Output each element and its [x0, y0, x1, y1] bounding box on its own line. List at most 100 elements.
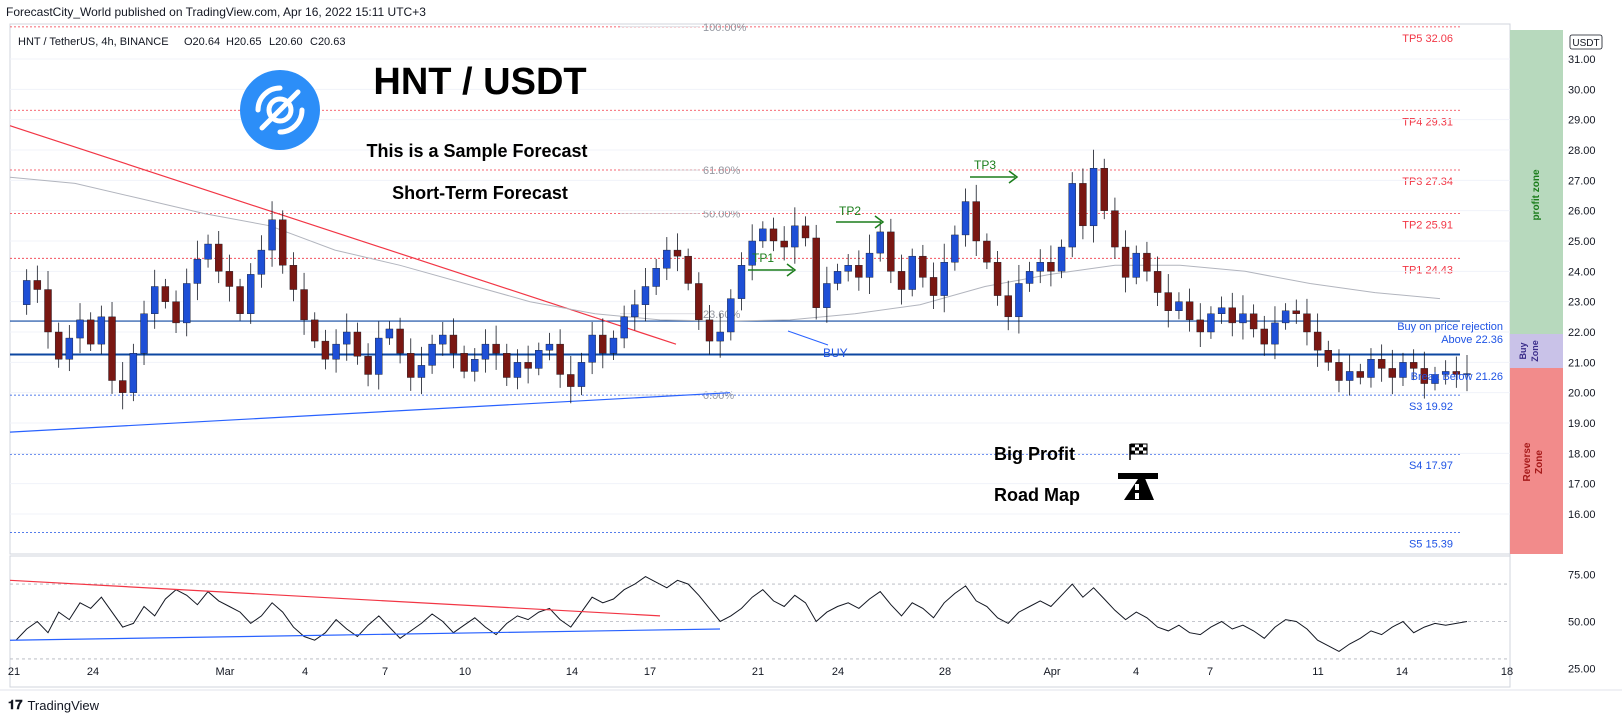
x-tick-label: 11 — [1312, 666, 1323, 678]
candle-up — [1207, 313, 1215, 333]
candle-down — [300, 289, 308, 321]
main-pane[interactable] — [9, 23, 1511, 555]
x-tick-label: 21 — [8, 666, 20, 678]
candle-down — [460, 353, 468, 372]
y-tick-label: 17.00 — [1568, 479, 1596, 491]
candle-up — [1057, 246, 1066, 272]
candle-down — [887, 231, 895, 272]
tp3-label: TP3 — [974, 158, 996, 172]
candle-down — [705, 319, 714, 342]
ohlc-close: C20.63 — [310, 36, 345, 48]
candle-up — [268, 219, 276, 251]
helium-logo-arc-2 — [277, 107, 305, 135]
candle-down — [54, 331, 63, 360]
x-tick-label: 4 — [1133, 666, 1139, 678]
road-map-label: Road Map — [994, 485, 1080, 505]
y-tick-label: 24.00 — [1568, 266, 1596, 278]
fib-label: 50.00% — [703, 208, 741, 220]
candle-down — [1303, 313, 1311, 333]
candle-down — [1164, 292, 1172, 311]
candle-up — [193, 259, 202, 284]
candle-down — [1452, 371, 1461, 375]
candle-down — [780, 240, 788, 248]
x-tick-label: 14 — [1396, 666, 1408, 678]
candle-down — [1356, 371, 1365, 378]
x-tick-label: 4 — [302, 666, 308, 678]
tradingview-logo-icon: 𝟏𝟕 — [8, 698, 23, 713]
y-tick-label: 23.00 — [1568, 297, 1596, 309]
candle-up — [940, 262, 948, 296]
candle-up — [481, 343, 490, 360]
candle-down — [289, 265, 298, 290]
currency-badge[interactable] — [1569, 34, 1603, 50]
x-tick-label: 7 — [382, 666, 388, 678]
candle-down — [567, 374, 575, 387]
candle-up — [1036, 262, 1044, 272]
road-dash — [1135, 493, 1139, 499]
rsi-support-trendline — [9, 628, 721, 641]
candle-up — [332, 343, 340, 360]
level-label: TP5 32.06 — [1402, 33, 1453, 45]
candle-up — [1345, 371, 1354, 381]
candle-down — [983, 240, 991, 263]
y-tick-label: 31.00 — [1568, 54, 1596, 66]
candle-down — [449, 334, 458, 354]
candle-down — [396, 328, 404, 354]
rsi-indicator: 75.00 50.00 25.00 — [9, 570, 1596, 675]
level-label: TP3 27.34 — [1402, 176, 1453, 188]
candle-down — [321, 340, 330, 360]
reverse-zone — [1510, 368, 1563, 554]
candle-up — [631, 304, 639, 318]
candle-up — [76, 319, 84, 339]
level-label: TP4 29.31 — [1402, 116, 1453, 128]
candle-up — [1132, 252, 1140, 278]
candle-up — [908, 255, 916, 290]
candle-down — [972, 201, 980, 242]
candle-down — [108, 316, 116, 381]
candle-up — [876, 231, 884, 254]
candle-down — [492, 343, 500, 354]
road-dash — [1135, 484, 1139, 490]
candle-up — [833, 271, 842, 284]
break-below-label: Break Below 21.26 — [1411, 371, 1503, 383]
candle-down — [1228, 307, 1236, 324]
candle-up — [1089, 167, 1098, 227]
candle-down — [33, 280, 42, 290]
x-tick-label: 17 — [644, 666, 656, 678]
symbol-legend[interactable]: HNT / TetherUS, 4h, BINANCE — [18, 36, 169, 48]
buy-pointer — [787, 330, 829, 346]
candle-up — [641, 286, 650, 305]
candle-up — [1217, 307, 1226, 315]
x-tick-label: 28 — [939, 666, 951, 678]
candle-down — [86, 319, 95, 345]
candle-up — [1175, 301, 1183, 311]
profit-zone-label: profit zone — [1531, 169, 1542, 221]
x-tick-label: Mar — [216, 666, 235, 678]
candle-up — [791, 225, 799, 248]
candle-down — [1196, 319, 1204, 333]
x-tick-label: 14 — [566, 666, 578, 678]
rsi-resistance-trendline — [9, 579, 661, 617]
flag-square — [1131, 450, 1135, 454]
candle-down — [1388, 368, 1397, 378]
checkered-flag-icon — [1129, 443, 1148, 460]
candle-down — [236, 286, 244, 314]
candle-up — [844, 265, 852, 272]
footer-brand[interactable]: 𝟏𝟕 TradingView — [8, 698, 99, 713]
y-tick-label: 19.00 — [1568, 418, 1596, 430]
rsi-tick-label: 25.00 — [1568, 663, 1596, 675]
candle-down — [1409, 362, 1418, 369]
candle-down — [599, 334, 607, 354]
flag-square — [1139, 444, 1143, 448]
candle-down — [1079, 183, 1087, 227]
candle-up — [22, 280, 31, 305]
profit-zone — [1510, 30, 1563, 334]
level-label: S5 15.39 — [1409, 539, 1453, 551]
road-icon — [1118, 473, 1158, 500]
candle-down — [929, 277, 938, 296]
candle-up — [759, 228, 767, 242]
level-label: TP2 25.91 — [1402, 219, 1453, 231]
candle-up — [471, 359, 479, 372]
helium-logo-ring — [266, 96, 294, 124]
